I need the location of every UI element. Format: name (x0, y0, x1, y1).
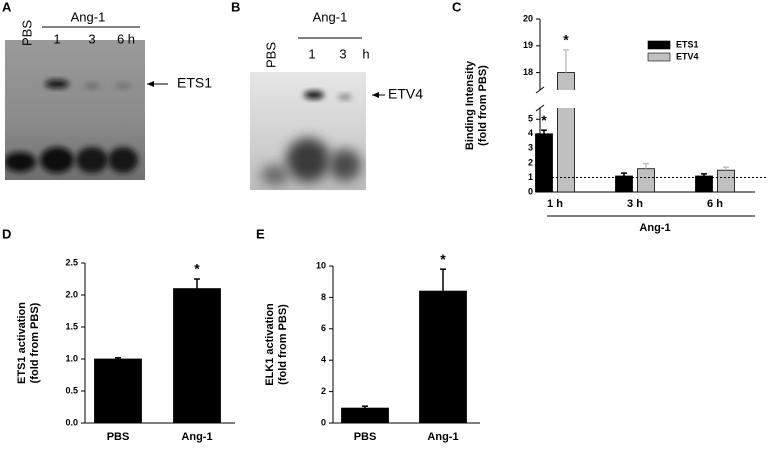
group-label: Ang-1 (639, 222, 670, 234)
lane-label: 6 h (117, 31, 135, 46)
y-axis-label: (fold from PBS) (477, 65, 489, 146)
x-tick-label: Ang-1 (427, 431, 458, 443)
lane-label: 1 (53, 31, 60, 46)
y-tick-label: 19 (523, 40, 533, 50)
lane-label: PBS (263, 42, 278, 68)
y-tick-label: 6 (321, 323, 326, 333)
y-tick-label: 2.5 (65, 257, 78, 267)
x-tick-label: 3 h (627, 198, 643, 210)
group-label: Ang-1 (313, 9, 348, 24)
y-tick-label: 5 (528, 114, 533, 124)
y-tick-label: 0.5 (65, 385, 78, 395)
x-tick-label: PBS (107, 431, 130, 443)
y-tick-label: 0 (321, 417, 326, 427)
y-tick-label: 4 (321, 355, 326, 365)
significance-mark: * (440, 251, 446, 267)
legend-label: ETS1 (676, 39, 699, 49)
bar (94, 358, 142, 424)
band-label: ETV4 (388, 86, 423, 102)
group-label: Ang-1 (71, 9, 106, 24)
bar (173, 288, 221, 424)
bar (615, 175, 633, 193)
bar (341, 407, 389, 424)
bar (637, 168, 655, 193)
y-axis-label: ELK1 activation (264, 303, 276, 386)
y-tick-label: 2 (528, 157, 533, 167)
lane-label: 3 (88, 31, 95, 46)
y-tick-label: 2.0 (65, 289, 78, 299)
y-tick-label: 1 (528, 172, 533, 182)
panel-label: C (452, 0, 462, 14)
panel-label: D (2, 226, 11, 241)
y-axis-label: (fold from PBS) (29, 302, 41, 383)
y-tick-label: 0 (528, 186, 533, 196)
y-tick-label: 1.0 (65, 353, 78, 363)
bar (535, 133, 553, 193)
gel-image (250, 72, 366, 190)
legend-swatch (647, 40, 671, 50)
x-tick-label: PBS (354, 431, 377, 443)
y-tick-label: 10 (316, 260, 326, 270)
y-tick-label: 1.5 (65, 321, 78, 331)
y-tick-label: 3 (528, 143, 533, 153)
lane-label: PBS (19, 20, 34, 46)
significance-mark: * (541, 112, 547, 128)
y-tick-label: 2 (321, 386, 326, 396)
panel-label: A (2, 0, 12, 14)
significance-mark: * (563, 32, 569, 48)
x-tick-label: 6 h (707, 198, 723, 210)
y-tick-label: 0.0 (65, 417, 78, 427)
arrow-head (147, 81, 154, 87)
bar (419, 290, 467, 424)
y-tick-label: 4 (528, 128, 533, 138)
lane-label: h (362, 46, 369, 61)
panel-label: B (231, 0, 240, 14)
y-tick-label: 18 (523, 67, 533, 77)
y-tick-label: 20 (523, 13, 533, 23)
axis-break (535, 104, 545, 112)
lane-label: 1 (308, 46, 315, 61)
x-tick-label: 1 h (547, 198, 563, 210)
y-axis-label: (fold from PBS) (277, 304, 289, 385)
significance-mark: * (194, 261, 200, 277)
gel-image (5, 40, 145, 180)
lane-label: 3 (339, 46, 346, 61)
y-axis-label: ETS1 activation (16, 302, 28, 384)
bar (717, 169, 735, 193)
axis-break (535, 86, 545, 94)
y-tick-label: 8 (321, 292, 326, 302)
x-tick-label: Ang-1 (181, 431, 212, 443)
bar-break (555, 90, 577, 108)
y-axis-label: Binding Intensity (464, 60, 476, 150)
band-label: ETS1 (177, 75, 212, 91)
bar (695, 175, 713, 193)
arrow-head (372, 92, 379, 98)
legend-swatch (647, 52, 671, 62)
panel-label: E (256, 226, 265, 241)
legend-label: ETV4 (676, 51, 699, 61)
